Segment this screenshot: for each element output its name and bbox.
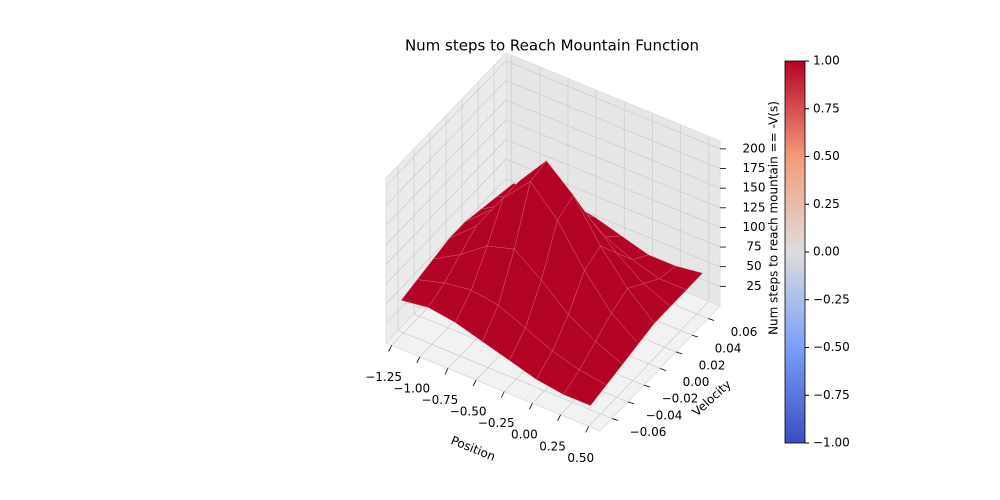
tick-mark	[643, 384, 651, 388]
tick-mark	[557, 414, 561, 421]
colorbar-tick-label: 0.75	[813, 101, 840, 115]
z-tick-label: 25	[746, 279, 761, 293]
grid-line	[397, 330, 613, 419]
y-tick-label: 0.06	[731, 325, 758, 339]
grid-line	[505, 80, 721, 169]
y-tick-label: 0.00	[683, 375, 710, 389]
tick-mark	[444, 368, 449, 375]
grid-line	[385, 80, 507, 206]
y-tick-label: −0.06	[630, 425, 667, 439]
y-tick-label: −0.02	[662, 392, 699, 406]
tick-mark	[388, 345, 392, 352]
grid-line	[385, 178, 507, 304]
x-tick-label: −0.75	[422, 393, 459, 407]
x-tick-label: −1.00	[393, 381, 430, 395]
grid-line	[505, 99, 721, 189]
colorbar-tick-label: −0.75	[813, 388, 850, 402]
x-tick-label: 0.25	[539, 439, 566, 453]
tick-mark	[529, 403, 533, 410]
x-tick-label: 0.00	[511, 428, 538, 442]
colorbar-tick-label: 0.25	[813, 197, 840, 211]
tick-mark	[500, 391, 505, 398]
x-axis-label: Position	[449, 433, 498, 463]
tick-mark	[675, 351, 683, 355]
colorbar	[784, 60, 806, 444]
chart-title: Num steps to Reach Mountain Function	[405, 37, 699, 55]
tick-mark	[707, 318, 715, 321]
surface-patch	[563, 369, 607, 406]
grid-line	[505, 139, 721, 228]
colorbar-tick-label: −1.00	[813, 436, 850, 450]
colorbar-tick-label: −0.25	[813, 292, 850, 306]
z-tick-label: 75	[746, 240, 761, 254]
grid-line	[385, 99, 507, 226]
z-tick-label: 125	[743, 200, 766, 214]
y-tick-label: 0.04	[715, 342, 742, 356]
tick-mark	[611, 418, 619, 421]
x-tick-label: −1.25	[365, 370, 402, 384]
y-tick-label: −0.04	[646, 408, 683, 422]
tick-mark	[472, 379, 477, 387]
colorbar-label: Num steps to reach mountain == -V(s)	[767, 101, 781, 335]
tick-mark	[416, 356, 421, 364]
x-tick-label: −0.50	[450, 405, 487, 419]
x-tick-label: 0.50	[567, 451, 594, 465]
tick-mark	[691, 334, 699, 338]
grid-line	[385, 119, 507, 246]
grid-line	[385, 60, 507, 187]
grid-line	[385, 158, 507, 285]
z-tick-label: 175	[743, 161, 766, 175]
z-tick-label: 50	[746, 259, 761, 273]
z-tick-label: 100	[743, 220, 766, 234]
colorbar-tick-label: 0.50	[813, 149, 840, 163]
z-tick-label: 150	[743, 181, 766, 195]
grid-line	[505, 60, 721, 150]
colorbar-tick-label: −0.50	[813, 340, 850, 354]
tick-mark	[585, 426, 590, 433]
y-tick-label: 0.02	[699, 358, 726, 372]
tick-mark	[627, 401, 635, 405]
z-tick-label: 200	[743, 141, 766, 155]
x-tick-label: −0.25	[478, 416, 515, 430]
colorbar-tick-label: 1.00	[813, 54, 840, 68]
grid-line	[385, 139, 507, 265]
tick-mark	[659, 368, 667, 371]
grid-line	[505, 119, 721, 209]
colorbar-tick-label: 0.00	[813, 245, 840, 259]
